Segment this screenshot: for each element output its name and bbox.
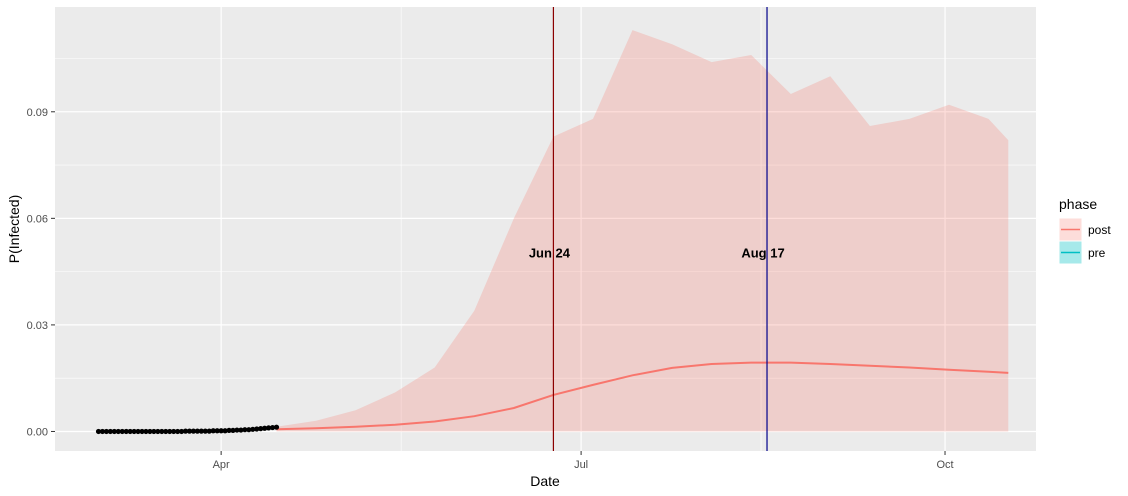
vline-label-0: Jun 24 xyxy=(529,245,571,260)
x-tick-label: Oct xyxy=(936,459,953,471)
pre-point xyxy=(182,428,189,434)
pre-point xyxy=(175,428,181,435)
post-ribbon-area xyxy=(276,30,1009,432)
y-tick-label: 0.00 xyxy=(27,426,48,438)
x-axis: Apr Jul Oct xyxy=(213,451,954,471)
pre-point xyxy=(123,428,129,435)
pre-point xyxy=(107,428,113,435)
pre-point xyxy=(206,428,212,434)
pre-point xyxy=(99,428,106,435)
x-tick-label: Apr xyxy=(213,459,230,471)
pre-point xyxy=(222,428,228,434)
major-gridlines xyxy=(55,7,1036,451)
pre-point xyxy=(218,428,224,434)
pre-point xyxy=(238,427,244,433)
pre-point xyxy=(95,428,102,435)
pre-point xyxy=(250,426,256,432)
y-tick-label: 0.03 xyxy=(27,320,48,332)
pre-point xyxy=(194,428,201,434)
pre-point xyxy=(127,428,133,435)
annotations: Jun 24 Aug 17 xyxy=(529,245,785,260)
legend: phase post pre xyxy=(1058,196,1111,265)
pre-point xyxy=(246,427,252,433)
pre-point xyxy=(269,424,276,431)
pre-point xyxy=(258,426,264,432)
pre-point xyxy=(186,428,193,434)
pre-points xyxy=(95,424,280,435)
pre-point xyxy=(119,428,125,435)
pre-point xyxy=(266,425,272,431)
pre-point xyxy=(214,428,220,434)
pre-point xyxy=(254,426,260,432)
pre-point xyxy=(151,428,157,435)
pre-point xyxy=(226,427,232,433)
pre-point xyxy=(198,428,204,434)
pre-point xyxy=(210,428,216,434)
pre-point xyxy=(167,428,173,435)
pre-point xyxy=(273,424,280,430)
legend-title: phase xyxy=(1059,196,1097,212)
pre-point xyxy=(143,428,149,435)
pre-point xyxy=(115,428,121,435)
post-ribbon xyxy=(276,30,1009,432)
pre-point xyxy=(163,428,169,435)
y-tick-label: 0.09 xyxy=(27,107,48,119)
pre-point xyxy=(155,428,161,435)
legend-label-post: post xyxy=(1088,223,1111,237)
vline-label-1: Aug 17 xyxy=(741,245,784,260)
pre-point xyxy=(202,428,208,434)
pre-point xyxy=(103,428,110,435)
y-tick-label: 0.06 xyxy=(27,213,48,225)
pre-point xyxy=(111,428,117,435)
x-axis-title: Date xyxy=(530,473,560,489)
pre-point xyxy=(190,428,197,434)
pre-point xyxy=(262,425,268,431)
pre-point xyxy=(234,427,240,433)
x-tick-label: Jul xyxy=(574,459,588,471)
plot-panel xyxy=(55,7,1036,451)
post-mean-path xyxy=(276,361,1009,431)
pre-point xyxy=(159,428,165,435)
post-mean-line xyxy=(276,361,1009,431)
pre-point xyxy=(171,428,177,435)
vertical-lines xyxy=(552,7,768,451)
pre-point xyxy=(230,427,236,433)
pre-point xyxy=(139,428,145,435)
pre-point xyxy=(131,428,137,435)
minor-gridlines xyxy=(55,7,1036,451)
y-axis-title: P(Infected) xyxy=(6,195,22,263)
pre-point xyxy=(178,428,185,435)
y-axis: 0.00 0.03 0.06 0.09 xyxy=(27,107,55,438)
legend-label-pre: pre xyxy=(1088,246,1106,260)
pre-point xyxy=(147,428,153,435)
pre-point xyxy=(242,427,248,433)
pre-point xyxy=(135,428,141,435)
